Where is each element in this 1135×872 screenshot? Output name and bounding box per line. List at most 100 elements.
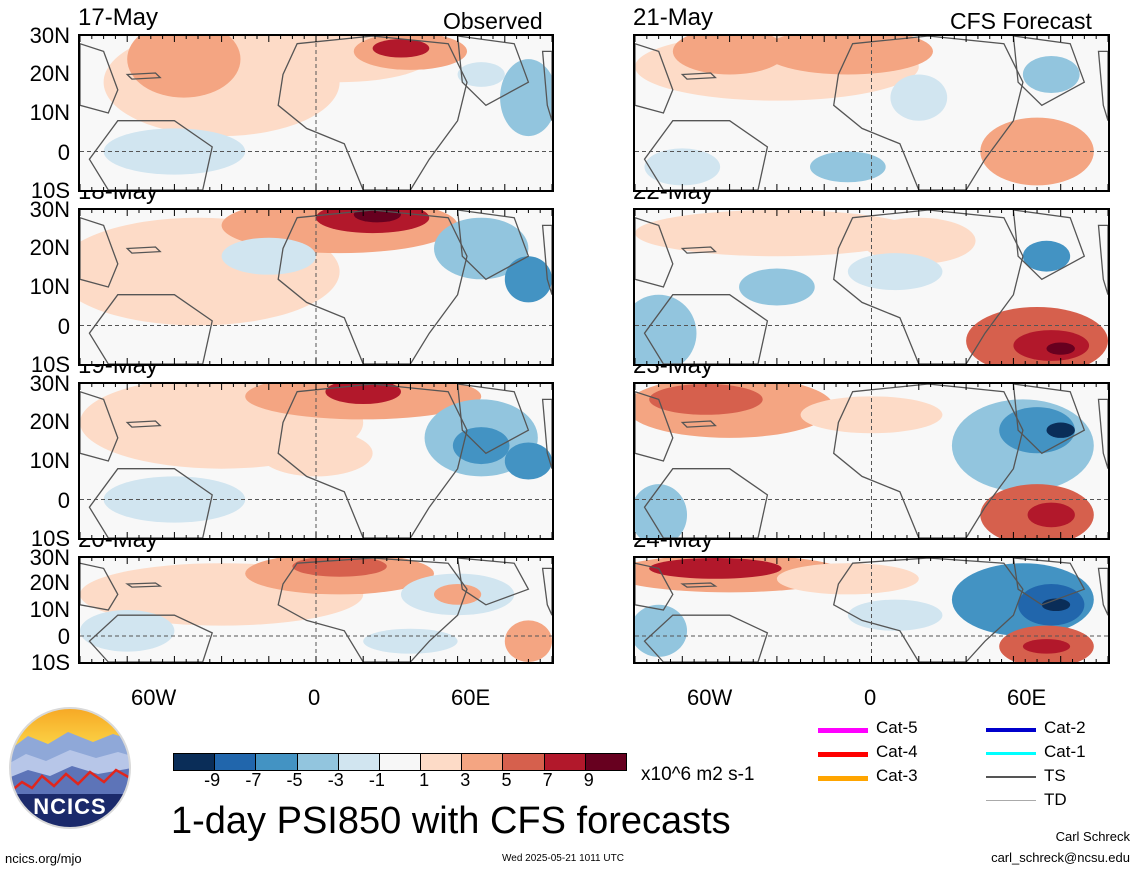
coastline — [680, 582, 718, 588]
psi-anomaly-contour — [672, 36, 787, 75]
lat-label: 10S — [30, 650, 70, 675]
coastline — [680, 420, 717, 428]
legend-label: Cat-5 — [876, 718, 918, 737]
lat-label: 10N — [29, 274, 70, 299]
coastline — [643, 614, 769, 662]
coastline — [88, 294, 213, 364]
colorbar-swatch — [584, 753, 627, 771]
colorbar-swatch — [420, 753, 463, 771]
psi-anomaly-contour — [325, 384, 401, 405]
psi-anomaly-contour — [649, 384, 763, 415]
legend-label: Cat-1 — [1044, 742, 1086, 761]
coastline — [80, 217, 119, 288]
ncics-logo[interactable]: NCICS — [8, 706, 132, 830]
psi-anomaly-contour — [80, 610, 175, 652]
map-panel-observed — [78, 556, 554, 664]
lat-label: 30N — [29, 545, 70, 570]
legend-label: Cat-3 — [876, 766, 918, 785]
psi-anomaly-contour — [127, 36, 241, 98]
psi-anomaly-contour — [457, 62, 505, 87]
psi-anomaly-contour — [80, 233, 128, 311]
coastline — [541, 567, 552, 616]
legend-line — [986, 728, 1036, 732]
lat-label: 30N — [29, 371, 70, 396]
legend-line — [818, 776, 868, 781]
psi-anomaly-contour — [847, 253, 943, 291]
map-panel-forecast — [633, 34, 1110, 192]
lon-label: 0 — [864, 685, 877, 710]
legend-line — [818, 728, 868, 733]
coastline — [833, 36, 1024, 190]
psi-anomaly-contour — [452, 427, 510, 465]
coastline — [88, 614, 213, 662]
coastline — [1097, 398, 1108, 469]
colorbar-tick-label: -9 — [204, 770, 221, 790]
coastline — [635, 217, 674, 288]
coastline — [125, 582, 163, 588]
psi-anomaly-contour — [635, 294, 697, 364]
colorbar-swatch — [255, 753, 298, 771]
psi-anomaly-contour — [635, 604, 688, 657]
psi-anomaly-contour — [221, 237, 316, 275]
lon-label: 60E — [451, 685, 491, 710]
coastline — [541, 398, 552, 469]
coastline — [1097, 567, 1108, 616]
legend-line — [818, 752, 868, 757]
legend-line — [986, 752, 1036, 755]
lat-label: 0 — [57, 487, 70, 513]
colorbar-swatch — [337, 753, 380, 771]
legend-label: TS — [1044, 766, 1066, 785]
coastline — [680, 72, 717, 80]
psi-anomaly-contour — [372, 39, 430, 58]
forecast-header: CFS Forecast — [950, 8, 1092, 34]
legend-line — [986, 776, 1036, 778]
coastline — [80, 391, 119, 462]
coastline — [277, 384, 468, 538]
psi-anomaly-contour — [353, 210, 401, 223]
lat-label: 20N — [29, 60, 70, 86]
lat-label: 10S — [30, 178, 70, 203]
psi-anomaly-contour — [649, 558, 782, 579]
colorbar-tick-label: 7 — [542, 770, 553, 790]
colorbar-tick-label: -5 — [286, 770, 303, 790]
psi-anomaly-contour — [504, 256, 552, 303]
coastline — [1097, 224, 1108, 295]
lat-label: 10S — [30, 352, 70, 377]
coastline — [635, 391, 674, 462]
psi-anomaly-contour — [1022, 639, 1071, 654]
coastline — [125, 246, 162, 254]
psi-anomaly-contour — [635, 484, 688, 538]
psi-anomaly-contour — [1027, 502, 1075, 528]
colorbar-tick-label: -1 — [368, 770, 385, 790]
coastline — [635, 43, 674, 114]
psi-anomaly-contour — [504, 620, 552, 662]
coastline — [833, 210, 1024, 364]
lat-label: 0 — [57, 139, 70, 165]
coastline — [1012, 210, 1086, 281]
footer-url[interactable]: ncics.org/mjo — [5, 851, 82, 866]
coastline — [635, 562, 674, 611]
colorbar-units: x10^6 m2 s-1 — [641, 764, 755, 785]
map-panel-forecast — [633, 208, 1110, 366]
lat-label: 10N — [29, 597, 70, 622]
footer-timestamp: Wed 2025-05-21 1011 UTC — [502, 853, 624, 864]
psi-anomaly-contour — [363, 628, 458, 654]
map-panel-observed — [78, 208, 554, 366]
coastline — [125, 72, 162, 80]
coastline — [80, 562, 119, 611]
coastline — [541, 224, 552, 295]
coastline — [80, 43, 119, 114]
lon-label: 60E — [1007, 685, 1047, 710]
panel-date-label: 21-May — [633, 4, 714, 31]
psi-anomaly-contour — [500, 59, 552, 137]
psi-anomaly-contour — [847, 599, 943, 631]
map-panel-forecast — [633, 556, 1110, 664]
psi-anomaly-contour — [259, 430, 373, 477]
footer-email[interactable]: carl_schreck@ncsu.edu — [991, 850, 1130, 865]
coastline — [680, 246, 717, 254]
psi-anomaly-contour — [810, 151, 886, 183]
psi-anomaly-contour — [1046, 342, 1075, 355]
coastline — [1012, 384, 1086, 455]
observed-header: Observed — [443, 8, 543, 34]
lat-label: 20N — [29, 570, 70, 595]
